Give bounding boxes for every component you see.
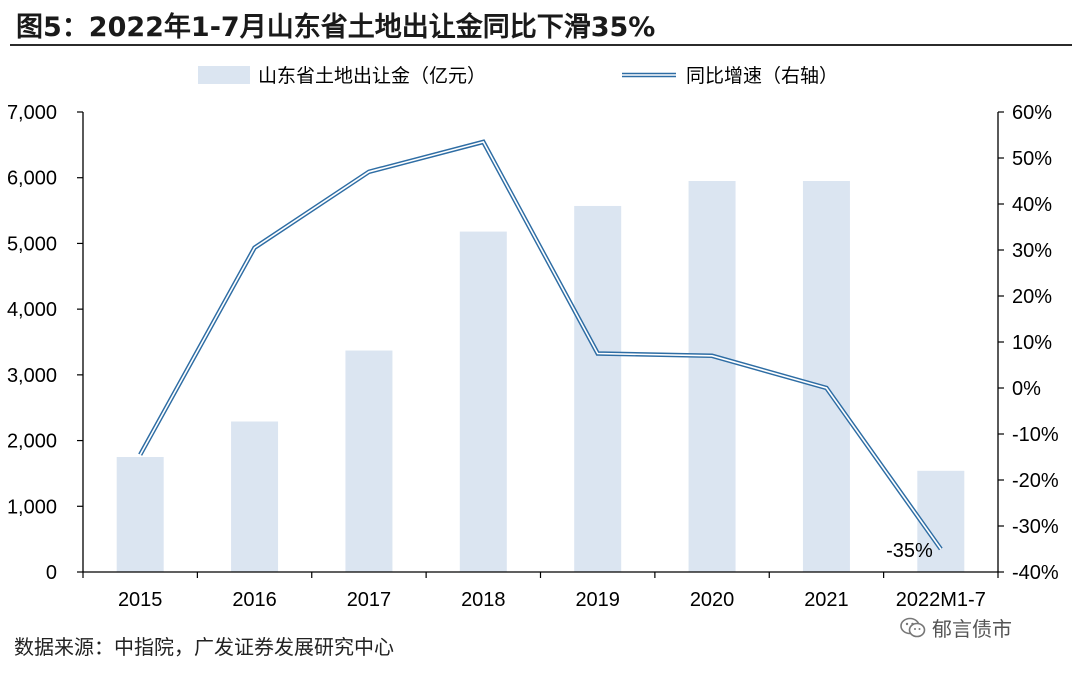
y-right-tick-label: 40% [1012, 194, 1052, 216]
y-left-tick-label: 7,000 [7, 102, 57, 124]
bar-2019 [574, 205, 622, 572]
axes [77, 111, 1004, 578]
watermark: 郁言债市 [900, 613, 1012, 642]
x-tick-label: 2019 [575, 589, 620, 611]
y-left-tick-label: 2,000 [7, 431, 57, 453]
legend: 山东省土地出让金（亿元） 同比增速（右轴） [198, 65, 838, 87]
x-tick-label: 2020 [690, 589, 735, 611]
y-left-tick-label: 6,000 [7, 168, 57, 190]
figure-title: 图5：2022年1-7月山东省土地出让金同比下滑35% [16, 12, 656, 43]
y-left-tick-label: 1,000 [7, 496, 57, 518]
y-left-tick-label: 0 [46, 562, 57, 584]
y-right-tick-label: 0% [1012, 378, 1041, 400]
bar-2022M1-7 [917, 470, 965, 572]
bar-2021 [802, 181, 850, 572]
y-right-tick-label: 60% [1012, 102, 1052, 124]
y-left-tick-label: 3,000 [7, 365, 57, 387]
y-right-tick-label: 10% [1012, 332, 1052, 354]
x-tick-label: 2015 [118, 589, 163, 611]
annotation-label: -35% [886, 540, 933, 562]
line-series [138, 139, 943, 551]
y-right-tick-label: -40% [1012, 562, 1059, 584]
bar-2015 [116, 457, 164, 572]
tick-labels: 0 1,000 2,000 3,000 4,000 5,000 6,000 7,000 -40%… [7, 102, 1059, 611]
legend-label-line: 同比增速（右轴） [686, 65, 838, 87]
y-right-tick-label: 30% [1012, 240, 1052, 262]
bar-2016 [231, 421, 279, 572]
bar-series [116, 181, 965, 572]
source-note: 数据来源：中指院，广发证券发展研究中心 [14, 635, 394, 659]
title-rule [10, 44, 1072, 46]
watermark-text: 郁言债市 [932, 617, 1012, 641]
bar-2017 [345, 350, 393, 572]
y-right-tick-label: -30% [1012, 516, 1059, 538]
legend-label-bar: 山东省土地出让金（亿元） [258, 65, 486, 87]
annotations: -35% [886, 540, 933, 562]
y-left-tick-label: 4,000 [7, 299, 57, 321]
bar-2018 [459, 231, 507, 572]
growth-line-inner [139, 140, 942, 550]
y-right-tick-label: 50% [1012, 148, 1052, 170]
y-left-tick-label: 5,000 [7, 233, 57, 255]
x-tick-label: 2017 [347, 589, 392, 611]
title-bar: 图5：2022年1-7月山东省土地出让金同比下滑35% [0, 0, 1080, 46]
bar-2020 [688, 181, 736, 572]
y-right-tick-label: 20% [1012, 286, 1052, 308]
x-tick-label: 2022M1-7 [896, 589, 986, 611]
x-tick-label: 2021 [804, 589, 849, 611]
y-right-tick-label: -20% [1012, 470, 1059, 492]
y-right-tick-label: -10% [1012, 424, 1059, 446]
x-tick-label: 2016 [232, 589, 277, 611]
legend-swatch-bar [198, 66, 250, 84]
x-tick-label: 2018 [461, 589, 506, 611]
wechat-icon [900, 617, 926, 637]
